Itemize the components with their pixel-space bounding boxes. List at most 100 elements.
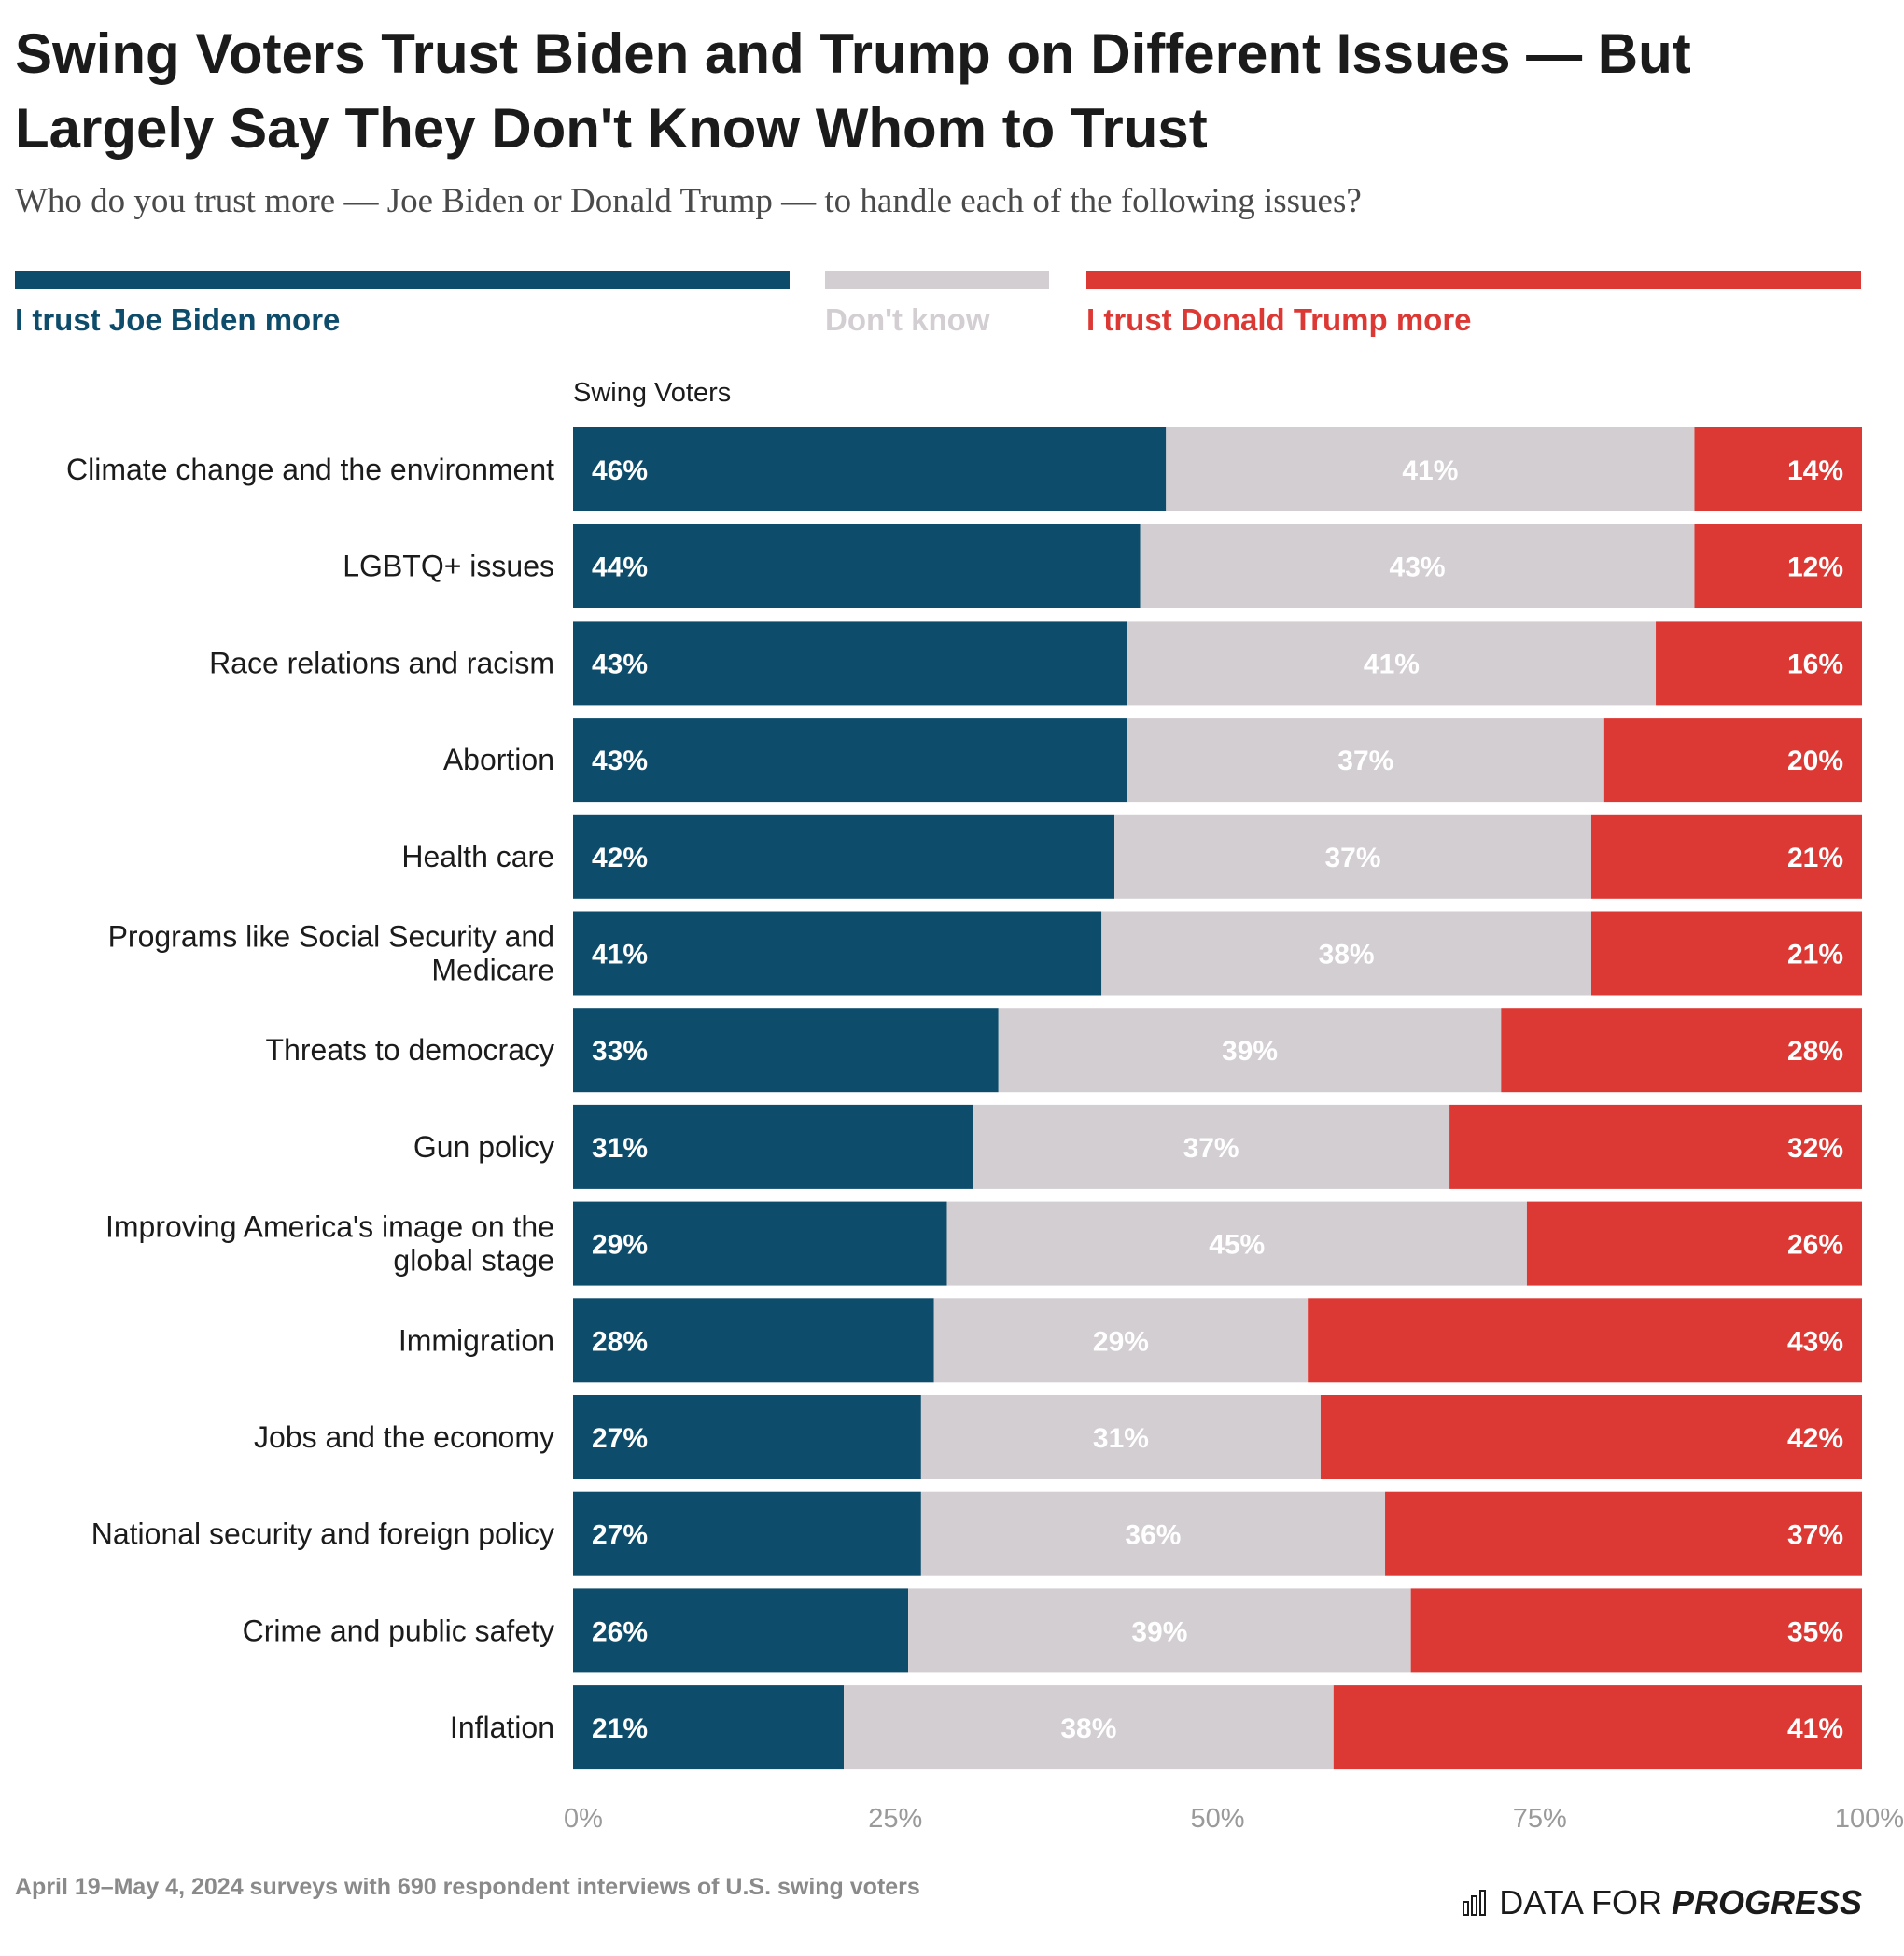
data-label: 28% <box>1787 1036 1843 1067</box>
bar-segment <box>1140 524 1695 608</box>
data-label: 27% <box>592 1520 648 1551</box>
bar-segment <box>573 427 1167 511</box>
category-label: National security and foreign policy <box>91 1517 554 1551</box>
bar-segment <box>1333 1685 1862 1770</box>
data-label: 39% <box>1222 1036 1278 1067</box>
bar-segment <box>573 621 1127 706</box>
data-label: 36% <box>1125 1520 1181 1551</box>
category-label: Abortion <box>443 743 554 776</box>
stacked-bar-chart: Swing Voters Climate change and the envir… <box>66 378 1904 1834</box>
category-label: Improving America's image on the <box>105 1210 554 1244</box>
category-label: Climate change and the environment <box>66 453 554 486</box>
data-label: 43% <box>1787 1326 1843 1357</box>
bar-segment <box>1166 427 1695 511</box>
legend-label-biden: I trust Joe Biden more <box>15 302 341 337</box>
data-label: 42% <box>592 843 648 873</box>
x-tick-label: 50% <box>1190 1804 1244 1834</box>
bar-segment <box>573 1588 909 1673</box>
bar-segment <box>998 1008 1502 1093</box>
data-label: 43% <box>592 746 648 776</box>
bar-segment <box>573 1395 921 1479</box>
bar-segment <box>1501 1008 1862 1093</box>
data-label: 29% <box>1093 1326 1149 1357</box>
bar-segment <box>1101 911 1591 996</box>
x-tick-label: 25% <box>868 1804 922 1834</box>
chart-title: Swing Voters Trust Biden and Trump on Di… <box>15 22 1691 160</box>
chart-subtitle: Who do you trust more — Joe Biden or Don… <box>15 182 1362 220</box>
data-label: 27% <box>592 1423 648 1454</box>
category-label: Programs like Social Security and <box>108 920 554 954</box>
data-label: 39% <box>1131 1616 1187 1647</box>
category-label: Inflation <box>450 1711 554 1744</box>
category-label: Medicare <box>431 954 554 987</box>
bar-segment <box>1449 1104 1862 1189</box>
legend-item-dont-know: Don't know <box>825 271 1049 338</box>
x-tick-label: 0% <box>564 1804 603 1834</box>
category-label: Health care <box>401 840 554 873</box>
data-label: 32% <box>1787 1133 1843 1164</box>
x-tick-label: 100% <box>1835 1804 1904 1834</box>
data-label: 26% <box>592 1616 648 1647</box>
bar-segment <box>844 1685 1334 1770</box>
bar-segment <box>573 814 1115 899</box>
legend-item-biden: I trust Joe Biden more <box>15 271 790 338</box>
category-label: Jobs and the economy <box>254 1420 554 1454</box>
category-label: Threats to democracy <box>266 1033 554 1067</box>
bar-segment <box>1590 814 1862 899</box>
bar-segment <box>1694 427 1862 511</box>
category-label: Immigration <box>399 1323 554 1357</box>
data-label: 33% <box>592 1036 648 1067</box>
category-label: Gun policy <box>413 1130 554 1164</box>
bar-segment <box>1114 814 1591 899</box>
data-label: 38% <box>1060 1713 1116 1744</box>
bar-segment <box>573 1008 999 1093</box>
bar-segment <box>573 1685 845 1770</box>
category-label: Race relations and racism <box>209 646 554 679</box>
bar-segment <box>1590 911 1862 996</box>
bar-segment <box>573 1201 947 1286</box>
legend-item-trump: I trust Donald Trump more <box>1086 271 1861 338</box>
bar-segment <box>1308 1298 1862 1383</box>
category-label: global stage <box>393 1244 554 1278</box>
data-label: 46% <box>592 455 648 486</box>
bar-segment <box>920 1491 1386 1576</box>
bar-segment <box>920 1395 1321 1479</box>
data-label: 16% <box>1787 649 1843 679</box>
bar-segment <box>933 1298 1309 1383</box>
bar-segment <box>946 1201 1527 1286</box>
data-label: 37% <box>1183 1133 1239 1164</box>
data-label: 38% <box>1319 940 1375 971</box>
data-label: 31% <box>1093 1423 1149 1454</box>
data-label: 37% <box>1337 746 1393 776</box>
data-label: 21% <box>1787 843 1843 873</box>
data-label: 28% <box>592 1326 648 1357</box>
bar-segment <box>973 1104 1450 1189</box>
group-label: Swing Voters <box>573 378 731 408</box>
data-label: 37% <box>1324 843 1380 873</box>
data-label: 29% <box>592 1230 648 1261</box>
data-label: 14% <box>1787 455 1843 486</box>
bar-segment <box>1127 718 1604 803</box>
bar-segment <box>573 911 1102 996</box>
category-label: LGBTQ+ issues <box>343 550 554 583</box>
bar-segment <box>1385 1491 1862 1576</box>
bar-segment <box>573 1104 973 1189</box>
bar-segment <box>1410 1588 1862 1673</box>
brand-logo: DATA FOR PROGRESS <box>1462 1883 1862 1922</box>
data-label: 12% <box>1787 552 1843 583</box>
data-label: 43% <box>592 649 648 679</box>
data-label: 35% <box>1787 1616 1843 1647</box>
bar-segment <box>573 1298 934 1383</box>
legend-swatch-trump <box>1086 271 1861 289</box>
legend-label-dont-know: Don't know <box>825 302 990 337</box>
data-label: 21% <box>592 1713 648 1744</box>
bar-segment <box>573 524 1141 608</box>
x-tick-label: 75% <box>1513 1804 1567 1834</box>
bar-segment <box>1656 621 1862 706</box>
bar-segment <box>908 1588 1411 1673</box>
bar-chart-icon <box>1463 1890 1487 1916</box>
data-label: 41% <box>1787 1713 1843 1744</box>
brand-prefix: DATA FOR <box>1499 1883 1662 1921</box>
data-label: 26% <box>1787 1230 1843 1261</box>
data-label: 37% <box>1787 1520 1843 1551</box>
